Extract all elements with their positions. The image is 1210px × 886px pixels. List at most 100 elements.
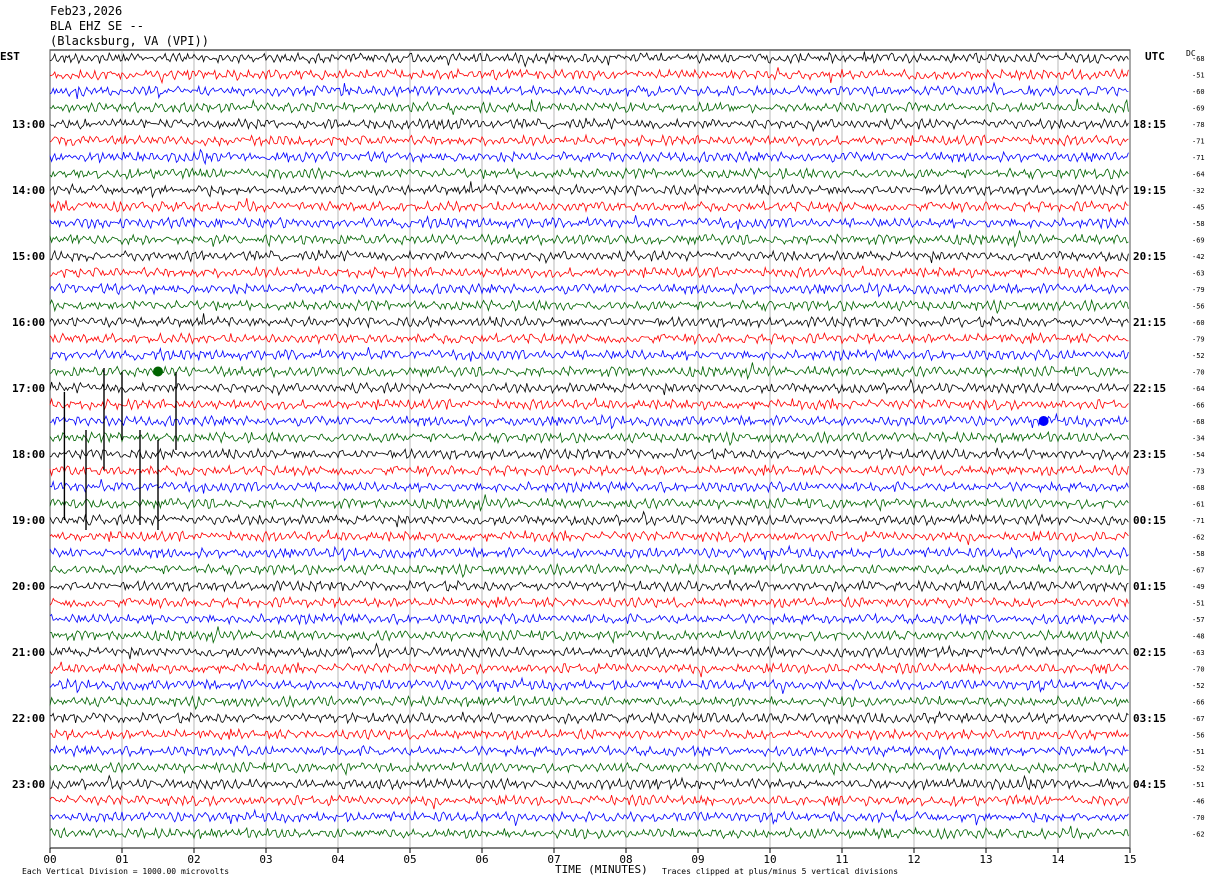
header-location: (Blacksburg, VA (VPI)) <box>50 34 209 48</box>
dc-offset-label: -62 <box>1192 534 1205 542</box>
dc-offset-label: -54 <box>1192 451 1205 459</box>
dc-offset-label: -78 <box>1192 121 1205 129</box>
right-hour-label: 21:15 <box>1133 316 1166 329</box>
dc-offset-label: -46 <box>1192 798 1205 806</box>
x-tick-label: 10 <box>763 853 776 866</box>
trace-row <box>49 774 1129 791</box>
x-tick-label: 03 <box>259 853 272 866</box>
trace-row <box>49 397 1129 412</box>
dc-offset-label: -67 <box>1192 567 1205 575</box>
x-axis-label: TIME (MINUTES) <box>555 863 648 876</box>
dc-offset-label: -60 <box>1192 319 1205 327</box>
trace-row <box>49 298 1129 315</box>
trace-row <box>49 430 1129 447</box>
left-timezone-label: EST <box>0 50 20 63</box>
dc-offset-label: -64 <box>1192 171 1205 179</box>
x-tick-label: 05 <box>403 853 416 866</box>
x-tick-label: 13 <box>979 853 992 866</box>
x-tick-label: 09 <box>691 853 704 866</box>
left-hour-label: 21:00 <box>12 646 45 659</box>
trace-row <box>49 463 1129 478</box>
right-timezone-label: UTC <box>1145 50 1165 63</box>
dc-offset-label: -61 <box>1192 501 1205 509</box>
dc-offset-label: -66 <box>1192 699 1205 707</box>
left-hour-label: 17:00 <box>12 382 45 395</box>
dc-offset-label: -66 <box>1192 402 1205 410</box>
trace-row <box>49 642 1129 660</box>
x-tick-label: 02 <box>187 853 200 866</box>
left-hour-label: 22:00 <box>12 712 45 725</box>
dc-offset-label: -71 <box>1192 138 1205 146</box>
dc-offset-label: -58 <box>1192 550 1205 558</box>
trace-row <box>49 595 1129 610</box>
trace-row <box>49 313 1129 329</box>
dc-offset-label: -45 <box>1192 204 1205 212</box>
x-tick-label: 06 <box>475 853 488 866</box>
dc-offset-label: -52 <box>1192 765 1205 773</box>
x-tick-label: 12 <box>907 853 920 866</box>
x-tick-label: 14 <box>1051 853 1065 866</box>
dc-offset-label: -42 <box>1192 253 1205 261</box>
trace-row <box>49 479 1129 494</box>
dc-offset-label: -68 <box>1192 484 1205 492</box>
dc-offset-label: -62 <box>1192 831 1205 839</box>
trace-row <box>49 67 1129 85</box>
trace-row <box>49 727 1129 742</box>
left-hour-label: 13:00 <box>12 118 45 131</box>
right-hour-label: 20:15 <box>1133 250 1166 263</box>
dc-offset-label: -79 <box>1192 286 1205 294</box>
left-hour-label: 18:00 <box>12 448 45 461</box>
trace-row <box>49 265 1129 280</box>
dc-offset-label: -70 <box>1192 369 1205 377</box>
trace-row <box>49 744 1129 760</box>
x-tick-label: 00 <box>43 853 56 866</box>
trace-row <box>49 612 1129 626</box>
dc-offset-label: -57 <box>1192 616 1205 624</box>
right-hour-label: 04:15 <box>1133 778 1166 791</box>
dc-offset-label: -56 <box>1192 303 1205 311</box>
dc-offset-label: -68 <box>1192 55 1205 63</box>
dc-offset-label: -52 <box>1192 352 1205 360</box>
trace-row <box>49 148 1129 166</box>
dc-offset-label: -51 <box>1192 600 1205 608</box>
trace-row <box>49 794 1129 810</box>
right-hour-label: 01:15 <box>1133 580 1166 593</box>
clip-note: Traces clipped at plus/minus 5 vertical … <box>662 867 899 876</box>
right-hour-label: 02:15 <box>1133 646 1166 659</box>
dc-offset-label: -69 <box>1192 237 1205 245</box>
header-date: Feb23,2026 <box>50 4 123 18</box>
right-hour-label: 22:15 <box>1133 382 1166 395</box>
x-tick-label: 15 <box>1123 853 1136 866</box>
dc-offset-label: -69 <box>1192 105 1205 113</box>
dc-offset-label: -68 <box>1192 418 1205 426</box>
dc-offset-label: -70 <box>1192 666 1205 674</box>
trace-row <box>49 529 1129 546</box>
trace-row <box>49 626 1129 645</box>
event-burst <box>1038 416 1049 426</box>
left-hour-label: 16:00 <box>12 316 45 329</box>
header-block: Feb23,2026 BLA EHZ SE -- (Blacksburg, VA… <box>50 4 209 49</box>
left-hour-label: 15:00 <box>12 250 45 263</box>
trace-row <box>49 510 1129 528</box>
trace-row <box>49 347 1129 362</box>
dc-offset-label: -71 <box>1192 517 1205 525</box>
trace-row <box>49 81 1129 100</box>
right-hour-label: 19:15 <box>1133 184 1166 197</box>
dc-offset-label: -52 <box>1192 682 1205 690</box>
dc-offset-label: -63 <box>1192 270 1205 278</box>
right-hour-label: 23:15 <box>1133 448 1166 461</box>
trace-row <box>49 133 1129 148</box>
trace-row <box>49 281 1129 298</box>
x-tick-label: 01 <box>115 853 128 866</box>
trace-row <box>49 181 1129 199</box>
event-burst <box>153 366 163 377</box>
dc-label: DC <box>1186 49 1196 58</box>
left-hour-label: 20:00 <box>12 580 45 593</box>
trace-row <box>49 230 1129 249</box>
header-station: BLA EHZ SE -- <box>50 19 144 33</box>
trace-row <box>49 378 1129 397</box>
dc-offset-label: -56 <box>1192 732 1205 740</box>
dc-offset-label: -64 <box>1192 385 1205 393</box>
trace-row <box>49 661 1129 678</box>
